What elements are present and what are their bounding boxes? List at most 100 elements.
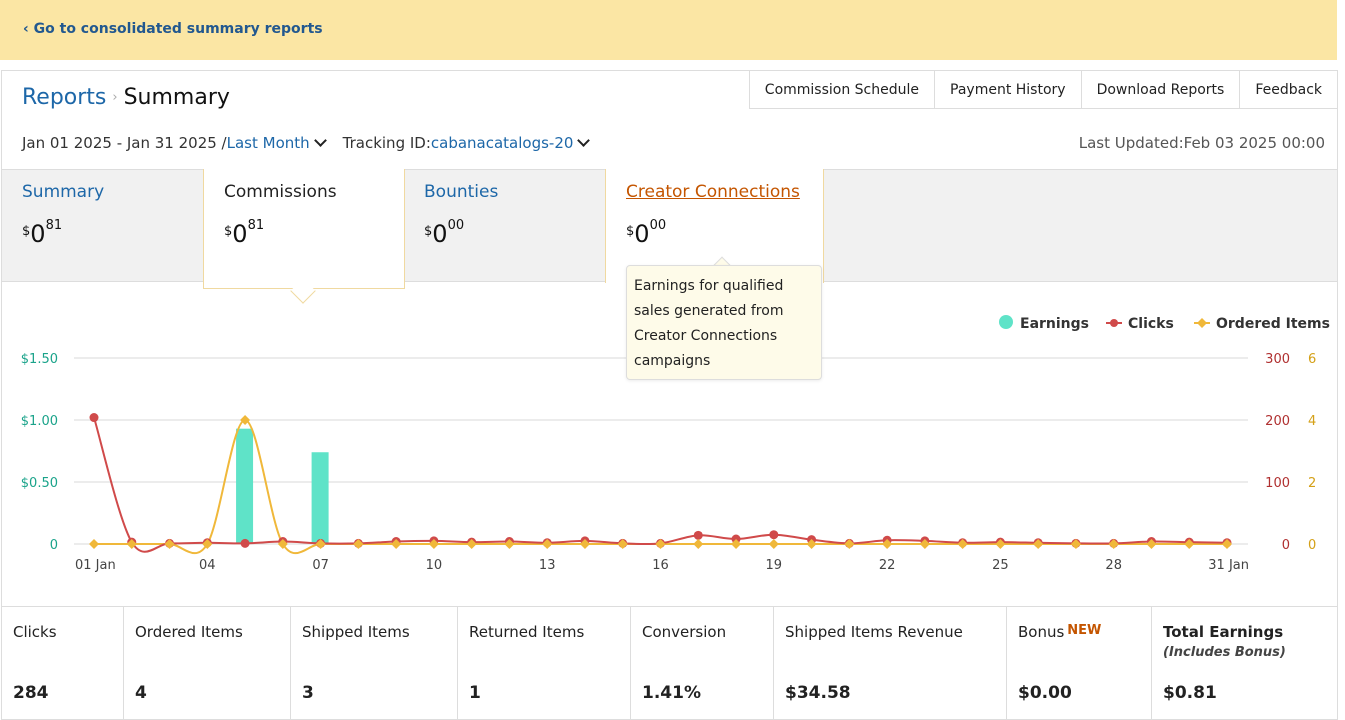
ordered-items-line xyxy=(94,418,1227,555)
stat-label: Conversion xyxy=(642,623,727,641)
stat-label: Clicks xyxy=(13,623,57,641)
stat-label: Ordered Items xyxy=(135,623,243,641)
left-axis-tick: $1.50 xyxy=(21,352,58,367)
right-axis-clicks-tick: 100 xyxy=(1265,476,1290,491)
ordered-items-point xyxy=(353,539,364,549)
tracking-id-dropdown[interactable]: cabanacatalogs-20 xyxy=(430,134,574,152)
legend-earnings-marker xyxy=(999,315,1013,329)
tracking-id-label: Tracking ID: xyxy=(342,134,431,152)
clicks-line xyxy=(93,417,1228,553)
stat-shipped-items: Shipped Items 3 xyxy=(291,607,458,720)
ordered-items-point xyxy=(164,539,175,549)
x-axis-tick: 16 xyxy=(652,558,669,573)
ordered-items-point xyxy=(1184,539,1195,549)
tab-creator-connections[interactable]: Creator Connections $000 xyxy=(605,169,824,283)
commission-schedule-button[interactable]: Commission Schedule xyxy=(748,71,935,109)
stat-label: Total Earnings xyxy=(1163,623,1284,641)
stat-value: 1.41% xyxy=(642,683,701,703)
left-axis-tick: 0 xyxy=(50,538,58,553)
report-panel: Reports › Summary Commission Schedule Paym… xyxy=(1,70,1338,720)
clicks-point xyxy=(693,530,703,540)
ordered-items-point xyxy=(542,539,553,549)
ordered-items-point xyxy=(466,539,477,549)
tab-commissions-amount: $081 xyxy=(224,218,265,248)
tab-summary[interactable]: Summary $081 xyxy=(2,169,204,282)
tab-summary-amount: $081 xyxy=(22,218,63,248)
x-axis-tick: 31 Jan xyxy=(1208,558,1249,573)
payment-history-button[interactable]: Payment History xyxy=(934,71,1081,109)
x-axis-tick: 19 xyxy=(766,558,783,573)
x-axis-tick: 22 xyxy=(879,558,896,573)
x-axis-tick: 07 xyxy=(312,558,329,573)
ordered-items-point xyxy=(391,539,402,549)
ordered-items-point xyxy=(768,539,779,549)
ordered-items-point xyxy=(89,539,99,549)
x-axis-tick: 04 xyxy=(199,558,216,573)
stat-label: Returned Items xyxy=(469,623,585,641)
tooltip-line: sales generated from xyxy=(634,303,784,319)
tab-bounties[interactable]: Bounties $000 xyxy=(404,169,606,282)
page-title: Summary xyxy=(123,85,230,110)
tab-commissions[interactable]: Commissions $081 xyxy=(203,169,405,289)
ordered-items-point xyxy=(731,539,742,549)
download-reports-button[interactable]: Download Reports xyxy=(1080,71,1240,109)
creator-connections-tooltip: Earnings for qualified sales generated f… xyxy=(626,265,822,380)
ordered-items-point xyxy=(693,539,704,549)
right-axis-ordered-tick: 0 xyxy=(1308,538,1316,553)
legend-clicks-marker xyxy=(1110,319,1118,327)
consolidated-banner: ‹ Go to consolidated summary reports xyxy=(0,0,1337,60)
tab-creator-connections-label: Creator Connections xyxy=(626,182,800,202)
stat-ordered-items: Ordered Items 4 xyxy=(124,607,291,720)
top-nav: Commission Schedule Payment History Down… xyxy=(748,71,1337,109)
ordered-items-point xyxy=(882,539,893,549)
ordered-items-point xyxy=(240,415,251,425)
ordered-items-point xyxy=(617,539,628,549)
stat-label: Bonus NEW xyxy=(1018,623,1102,641)
right-axis-ordered-tick: 2 xyxy=(1308,476,1316,491)
breadcrumb-separator: › xyxy=(112,90,118,105)
tab-bounties-label: Bounties xyxy=(424,182,499,202)
ordered-items-point xyxy=(995,539,1006,549)
x-axis-tick: 13 xyxy=(539,558,556,573)
tab-commissions-label: Commissions xyxy=(224,182,337,202)
clicks-point xyxy=(240,538,250,548)
x-axis-tick: 25 xyxy=(992,558,1009,573)
ordered-items-point xyxy=(1222,539,1232,549)
x-axis-tick: 28 xyxy=(1105,558,1122,573)
ordered-items-point xyxy=(504,539,515,549)
tab-summary-label: Summary xyxy=(22,182,105,202)
clicks-point xyxy=(89,413,99,423)
last-updated: Last Updated:Feb 03 2025 00:00 xyxy=(1078,134,1325,152)
ordered-items-point xyxy=(655,539,666,549)
filter-row: Jan 01 2025 - Jan 31 2025 / Last Month T… xyxy=(22,133,598,152)
date-range: Jan 01 2025 - Jan 31 2025 / xyxy=(22,134,227,152)
stat-label: Shipped Items Revenue xyxy=(785,623,963,641)
ordered-items-point xyxy=(277,539,288,549)
stat-value: 3 xyxy=(302,683,314,703)
stat-sublabel: (Includes Bonus) xyxy=(1163,645,1286,660)
stat-clicks: Clicks 284 xyxy=(2,607,124,720)
breadcrumb-reports-link[interactable]: Reports xyxy=(22,85,107,110)
ordered-items-point xyxy=(1108,539,1119,549)
consolidated-summary-link[interactable]: ‹ Go to consolidated summary reports xyxy=(23,21,323,37)
ordered-items-point xyxy=(806,539,817,549)
legend-ordered-label: Ordered Items xyxy=(1216,316,1330,332)
period-dropdown[interactable]: Last Month xyxy=(226,134,310,152)
left-axis-tick: $0.50 xyxy=(21,476,58,491)
ordered-items-point xyxy=(1070,539,1081,549)
x-axis-tick: 10 xyxy=(426,558,443,573)
earnings-bar xyxy=(311,452,329,544)
ordered-items-point xyxy=(844,539,855,549)
ordered-items-point xyxy=(957,539,968,549)
feedback-button[interactable]: Feedback xyxy=(1239,71,1337,109)
right-axis-ordered-tick: 6 xyxy=(1308,352,1316,367)
earnings-chart: 0 0 0 $0.50 100 2 $1.00 200 4 $1.50 300 6 01 Jan 04 07… xyxy=(21,315,1330,573)
legend-ordered-marker xyxy=(1197,318,1207,328)
stat-value: $34.58 xyxy=(785,683,851,703)
tab-bounties-amount: $000 xyxy=(424,218,465,248)
stat-returned-items: Returned Items 1 xyxy=(458,607,631,720)
stat-value: 1 xyxy=(469,683,481,703)
right-axis-clicks-tick: 300 xyxy=(1265,352,1290,367)
legend-earnings-label: Earnings xyxy=(1020,316,1089,332)
tooltip-line: campaigns xyxy=(634,353,711,369)
